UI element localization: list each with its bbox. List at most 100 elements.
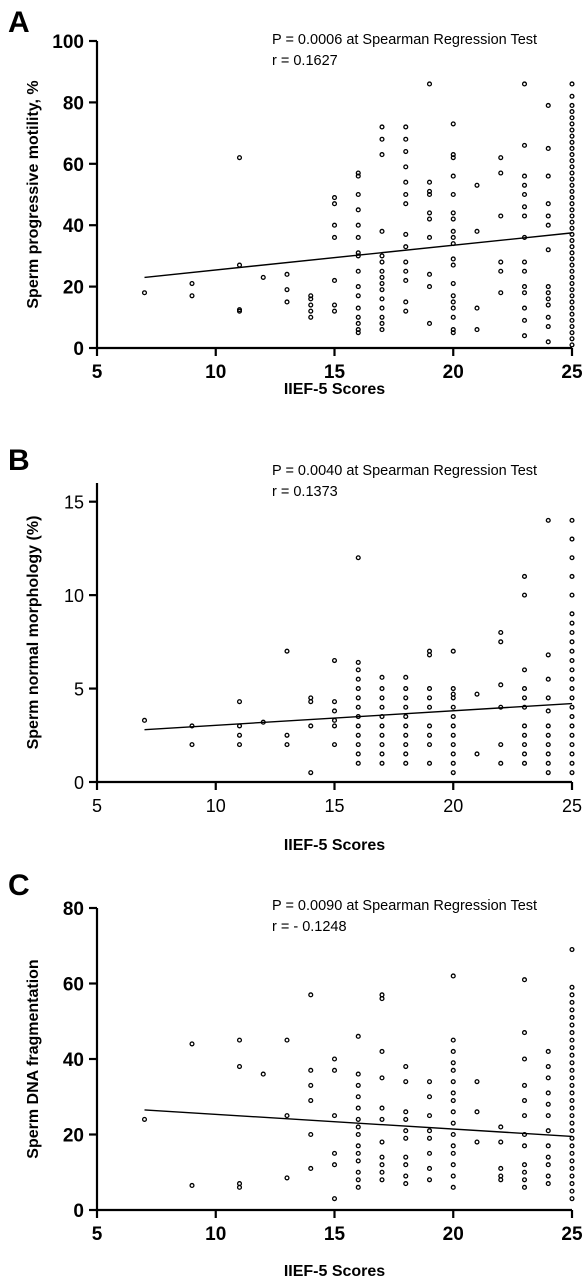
data-point — [308, 1131, 314, 1138]
data-point — [331, 742, 338, 748]
data-point — [379, 314, 385, 320]
data-point — [236, 732, 243, 738]
data-point — [379, 1075, 385, 1081]
data-point — [569, 287, 575, 293]
data-point — [426, 1150, 433, 1156]
data-point — [308, 1082, 314, 1088]
x-tick-label: 15 — [324, 1224, 346, 1245]
data-point — [284, 648, 290, 654]
data-point — [426, 81, 433, 87]
data-point — [521, 268, 528, 274]
panel-letter-c: C — [8, 869, 30, 902]
data-point — [355, 170, 361, 176]
data-point — [355, 222, 361, 228]
data-point — [521, 723, 528, 729]
data-point — [545, 284, 551, 290]
data-point — [569, 1135, 575, 1141]
data-point — [450, 1162, 456, 1168]
data-point — [545, 770, 551, 776]
data-point — [403, 179, 409, 185]
data-point — [426, 210, 433, 216]
data-point — [521, 1056, 528, 1062]
data-point — [569, 299, 575, 305]
data-point — [403, 164, 409, 170]
data-point — [379, 305, 385, 311]
data-point — [426, 695, 433, 701]
y-tick-label: 80 — [63, 93, 84, 114]
data-point — [236, 723, 243, 729]
data-point — [569, 188, 575, 194]
data-point — [569, 1045, 575, 1051]
data-point — [521, 1177, 528, 1183]
data-point — [450, 1097, 456, 1104]
p-value-annotation: P = 0.0040 at Spearman Regression Test — [272, 463, 537, 479]
data-point — [379, 996, 385, 1002]
data-point — [403, 742, 409, 748]
data-point — [403, 259, 409, 265]
data-point — [569, 219, 575, 225]
data-point — [545, 1090, 551, 1096]
data-point — [236, 699, 243, 705]
data-point — [569, 1150, 575, 1156]
data-point — [545, 1154, 551, 1160]
data-point — [403, 1173, 409, 1179]
data-point — [379, 280, 385, 287]
data-point — [403, 1116, 409, 1122]
data-point — [189, 723, 195, 729]
data-point — [403, 723, 409, 729]
data-point — [474, 691, 480, 697]
data-point — [521, 760, 528, 766]
data-point — [331, 1162, 338, 1168]
panel-letter-b: B — [8, 444, 30, 477]
data-point — [521, 1162, 528, 1168]
data-point — [450, 742, 456, 748]
data-point — [308, 302, 314, 308]
data-point — [569, 657, 575, 664]
data-point — [403, 704, 409, 710]
x-tick-label: 20 — [443, 796, 463, 816]
data-point — [403, 299, 409, 305]
data-point — [355, 330, 361, 336]
data-point — [308, 723, 314, 729]
data-point — [355, 320, 361, 326]
data-point — [569, 1173, 575, 1179]
data-point — [308, 1067, 314, 1073]
data-point — [521, 1097, 528, 1104]
data-point — [331, 708, 338, 714]
data-point — [569, 330, 575, 336]
data-point — [308, 770, 314, 776]
data-point — [569, 102, 575, 109]
data-point — [355, 714, 361, 720]
data-point — [403, 1109, 409, 1115]
data-point — [355, 253, 361, 259]
data-point — [284, 742, 290, 748]
data-point — [569, 760, 575, 766]
data-point — [569, 1007, 575, 1013]
data-point — [569, 648, 575, 654]
data-point — [545, 339, 551, 345]
data-point — [379, 751, 385, 757]
x-tick-label: 10 — [205, 362, 226, 383]
data-point — [569, 225, 575, 231]
data-point — [569, 238, 575, 244]
data-point — [379, 674, 385, 680]
data-point — [426, 704, 433, 710]
data-point — [355, 1071, 361, 1077]
data-point — [521, 592, 528, 598]
data-point — [569, 1075, 575, 1081]
data-point — [331, 657, 338, 664]
y-tick-label: 80 — [63, 899, 84, 920]
data-point — [521, 704, 528, 710]
data-point — [284, 1113, 290, 1119]
data-point — [450, 152, 456, 158]
y-axis-title: Sperm progressive motility, % — [25, 80, 42, 308]
data-point — [284, 732, 290, 738]
data-point — [450, 973, 456, 979]
data-point — [260, 719, 266, 725]
data-point — [331, 1196, 338, 1202]
data-point — [379, 327, 385, 333]
data-point — [569, 231, 575, 237]
data-point — [569, 555, 575, 561]
data-point — [450, 1037, 456, 1043]
